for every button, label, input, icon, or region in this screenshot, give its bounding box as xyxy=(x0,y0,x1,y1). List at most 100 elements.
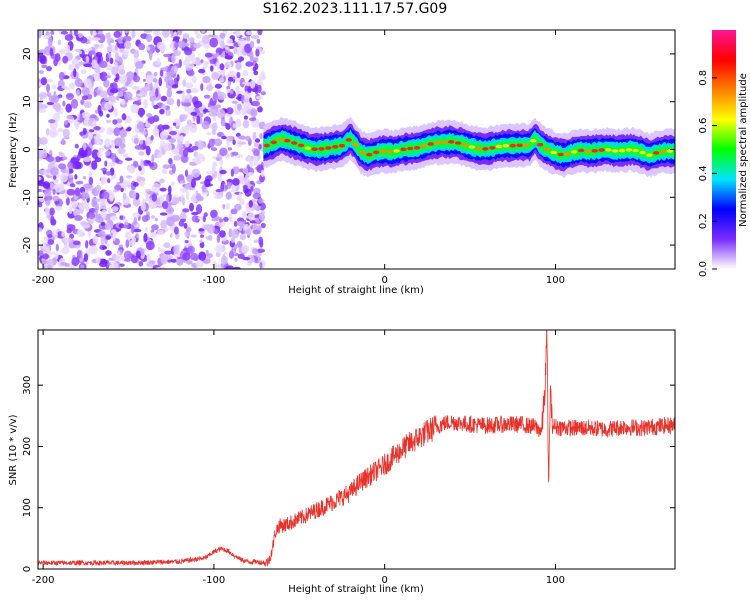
noise-cell xyxy=(115,123,123,129)
noise-cell xyxy=(107,178,111,184)
noise-cell xyxy=(226,202,230,210)
noise-cell xyxy=(198,68,206,74)
noise-cell xyxy=(131,97,140,101)
noise-cell xyxy=(231,151,239,156)
noise-cell xyxy=(149,232,158,238)
noise-cell xyxy=(59,172,69,183)
noise-cell xyxy=(132,86,138,91)
noise-cell xyxy=(226,135,234,142)
colorbar: 0.0 0.2 0.4 0.6 0.8 Normalized spectral ampl… xyxy=(698,30,749,277)
noise-cell xyxy=(38,181,47,187)
noise-cell xyxy=(124,258,131,262)
noise-cell xyxy=(139,139,144,145)
noise-cell xyxy=(196,153,204,160)
noise-cell xyxy=(189,202,194,212)
trace-core-cell xyxy=(270,140,277,145)
noise-cell xyxy=(164,254,173,260)
noise-cell xyxy=(258,198,264,204)
noise-cell xyxy=(234,102,238,113)
noise-cell xyxy=(195,193,202,201)
noise-cell xyxy=(151,193,158,202)
noise-cell xyxy=(198,251,207,261)
noise-cell xyxy=(249,51,254,60)
noise-cell xyxy=(181,91,186,101)
noise-cell xyxy=(42,150,48,159)
noise-cell xyxy=(49,207,55,216)
noise-cell xyxy=(201,34,210,44)
trace-core-cell xyxy=(386,149,393,154)
noise-cell xyxy=(133,49,139,60)
noise-cell xyxy=(135,233,139,239)
noise-cell xyxy=(211,122,218,132)
noise-cell xyxy=(236,62,242,70)
trace-core-cell xyxy=(332,145,339,149)
noise-cell xyxy=(208,109,217,117)
noise-cell xyxy=(230,229,240,239)
noise-cell xyxy=(145,122,151,128)
noise-cell xyxy=(221,69,225,78)
noise-cell xyxy=(245,173,249,183)
noise-cell xyxy=(46,83,50,93)
noise-cell xyxy=(254,138,261,143)
noise-cell xyxy=(71,257,80,267)
noise-cell xyxy=(205,249,209,256)
noise-cell xyxy=(253,162,259,166)
noise-cell xyxy=(91,160,98,170)
noise-cell xyxy=(138,124,145,133)
noise-cell xyxy=(243,219,247,225)
noise-cell xyxy=(170,181,175,186)
y-tick-label: 10 xyxy=(22,95,33,108)
noise-cell xyxy=(171,84,179,89)
noise-cell xyxy=(47,239,55,245)
y-tick-label: 0 xyxy=(22,146,33,152)
noise-cell xyxy=(260,71,266,79)
noise-cell xyxy=(159,108,165,115)
noise-cell xyxy=(72,240,81,246)
trace-core-cell xyxy=(454,141,462,145)
noise-cell xyxy=(196,115,201,125)
noise-cell xyxy=(158,77,163,87)
noise-cell xyxy=(80,221,88,226)
noise-cell xyxy=(239,198,245,206)
noise-cell xyxy=(78,60,83,67)
noise-cell xyxy=(250,108,258,118)
noise-cell xyxy=(230,168,235,177)
noise-cell xyxy=(132,212,140,218)
noise-cell xyxy=(80,99,85,105)
noise-cell xyxy=(105,222,111,231)
noise-cell xyxy=(162,124,170,130)
top-y-axis-label: Frequency (Hz) xyxy=(8,112,19,188)
trace-core-cell xyxy=(291,141,298,145)
noise-cell xyxy=(191,76,197,84)
noise-cell xyxy=(178,148,184,156)
trace-core-cell xyxy=(639,150,646,155)
noise-cell xyxy=(198,228,205,232)
noise-cell xyxy=(240,230,246,235)
noise-cell xyxy=(247,87,252,93)
noise-cell xyxy=(231,100,238,104)
noise-cell xyxy=(232,123,237,129)
trace-core-cell xyxy=(536,142,544,147)
noise-cell xyxy=(98,110,104,117)
noise-cell xyxy=(122,225,130,229)
noise-cell xyxy=(80,264,85,269)
noise-cell xyxy=(68,237,72,243)
noise-cell xyxy=(123,250,133,260)
noise-cell xyxy=(143,232,148,243)
noise-cell xyxy=(75,180,84,185)
noise-cell xyxy=(41,64,48,69)
noise-cell xyxy=(162,200,169,210)
noise-cell xyxy=(109,193,114,202)
noise-cell xyxy=(243,115,248,120)
x-tick-label: 100 xyxy=(546,575,565,586)
trace-core-cell xyxy=(557,152,564,157)
noise-cell xyxy=(215,244,224,254)
noise-cell xyxy=(99,71,108,82)
noise-cell xyxy=(122,192,127,200)
top-x-axis-label: Height of straight line (km) xyxy=(288,285,424,296)
noise-cell xyxy=(242,70,249,77)
noise-cell xyxy=(237,135,246,139)
noise-cell xyxy=(120,187,124,193)
noise-cell xyxy=(162,169,168,174)
noise-cell xyxy=(66,188,76,196)
